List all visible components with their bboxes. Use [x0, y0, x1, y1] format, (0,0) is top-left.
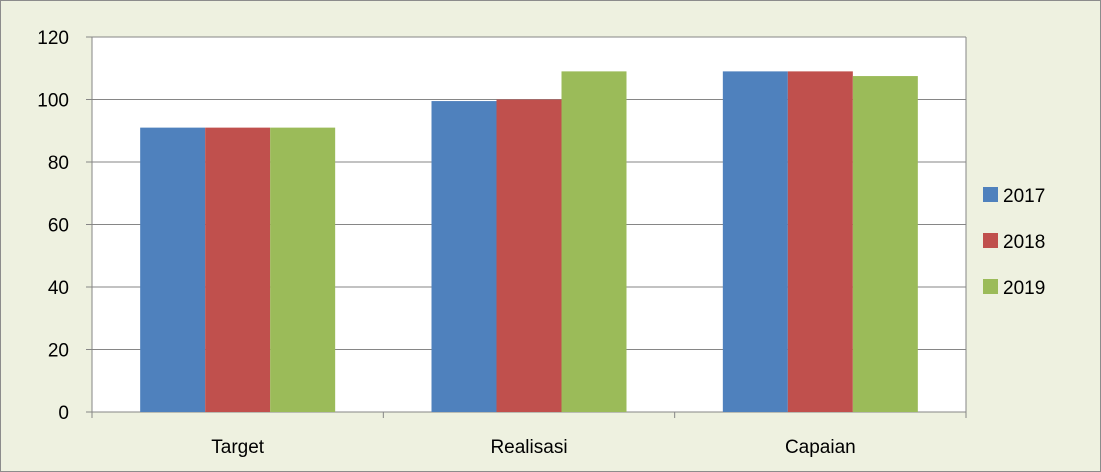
- legend: 2017 2018 2019: [983, 186, 1045, 299]
- bar-realisasi-2019: [561, 71, 627, 412]
- y-tick-label: 0: [58, 403, 69, 424]
- legend-swatch-2019: [983, 279, 998, 294]
- y-axis-tick-labels: 0 20 40 60 80 100 120: [37, 28, 69, 424]
- bar-realisasi-2018: [496, 99, 562, 412]
- bar-realisasi-2017: [431, 101, 497, 412]
- legend-label-2019: 2019: [1003, 278, 1045, 299]
- bar-capaian-2019: [852, 76, 918, 412]
- y-tick-label: 20: [48, 341, 69, 362]
- bar-target-2019: [270, 127, 336, 412]
- legend-label-2017: 2017: [1003, 186, 1045, 207]
- x-axis-tick-labels: Target Realisasi Capaian: [211, 437, 855, 458]
- bar-target-2017: [140, 127, 206, 412]
- bars: [140, 71, 918, 412]
- x-tick-label: Target: [211, 437, 265, 458]
- legend-swatch-2017: [983, 187, 998, 202]
- y-tick-label: 40: [48, 278, 69, 299]
- bar-capaian-2017: [722, 71, 788, 412]
- bar-capaian-2018: [787, 71, 853, 412]
- y-tick-label: 120: [37, 28, 69, 49]
- legend-label-2018: 2018: [1003, 232, 1045, 253]
- legend-swatch-2018: [983, 233, 998, 248]
- y-tick-label: 60: [48, 216, 69, 237]
- x-tick-label: Capaian: [785, 437, 856, 458]
- y-tick-label: 80: [48, 153, 69, 174]
- x-tick-label: Realisasi: [490, 437, 567, 458]
- y-tick-label: 100: [37, 91, 69, 112]
- bar-target-2018: [205, 127, 271, 412]
